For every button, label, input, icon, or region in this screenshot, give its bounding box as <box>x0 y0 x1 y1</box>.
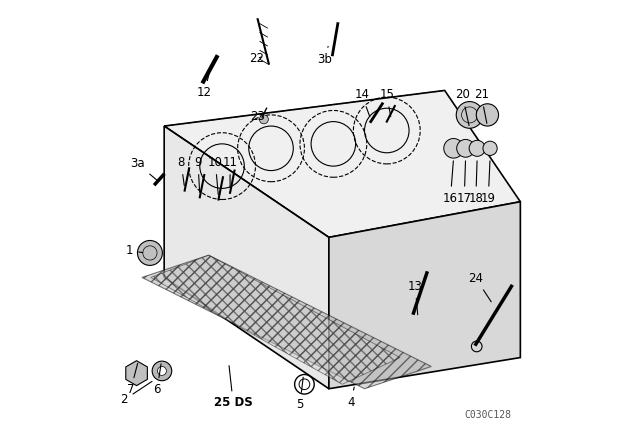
Polygon shape <box>164 126 329 389</box>
Text: 24: 24 <box>468 272 492 302</box>
Text: 5: 5 <box>296 377 303 411</box>
Text: 4: 4 <box>348 387 355 409</box>
Polygon shape <box>151 255 400 384</box>
Circle shape <box>457 139 474 157</box>
Text: 10: 10 <box>208 156 223 194</box>
Circle shape <box>469 140 485 156</box>
Text: 7: 7 <box>127 363 138 396</box>
Text: 15: 15 <box>380 88 394 116</box>
Text: 3a: 3a <box>130 157 157 180</box>
Text: 14: 14 <box>355 88 370 117</box>
Circle shape <box>152 361 172 381</box>
Polygon shape <box>329 202 520 389</box>
Circle shape <box>476 104 499 126</box>
Text: 16: 16 <box>443 161 458 205</box>
Text: 3b: 3b <box>317 46 332 66</box>
Text: 8: 8 <box>177 156 185 185</box>
Text: 23: 23 <box>250 110 265 123</box>
Text: 22: 22 <box>249 52 264 65</box>
Circle shape <box>138 241 163 265</box>
Text: 2: 2 <box>120 381 152 406</box>
Circle shape <box>444 138 463 158</box>
Polygon shape <box>164 90 520 237</box>
Text: 21: 21 <box>474 88 489 123</box>
Text: 9: 9 <box>195 156 202 192</box>
Polygon shape <box>142 255 431 389</box>
Circle shape <box>456 102 483 128</box>
Text: 18: 18 <box>468 161 483 205</box>
Text: 20: 20 <box>455 88 470 125</box>
Text: C030C128: C030C128 <box>465 410 511 420</box>
Text: 1: 1 <box>125 244 143 257</box>
Polygon shape <box>126 361 147 386</box>
Circle shape <box>157 366 166 375</box>
Circle shape <box>259 115 268 124</box>
Text: 12: 12 <box>196 74 212 99</box>
Text: 11: 11 <box>223 156 237 188</box>
Circle shape <box>483 141 497 155</box>
Text: 19: 19 <box>481 161 496 205</box>
Text: 13: 13 <box>408 280 422 315</box>
Text: 6: 6 <box>154 364 161 396</box>
Text: 25 DS: 25 DS <box>214 366 253 409</box>
Text: 17: 17 <box>457 161 472 205</box>
